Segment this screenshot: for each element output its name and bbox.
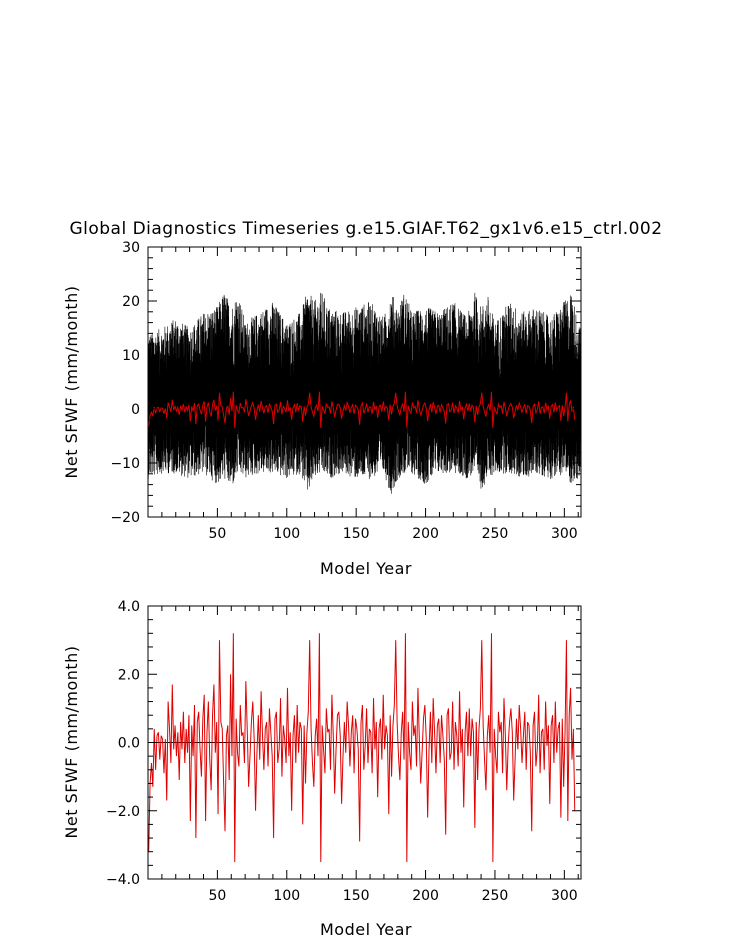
bottom-x-tick-label: 300 — [551, 888, 578, 904]
top-x-tick-label: 50 — [208, 526, 226, 542]
top-y-tick-label: 0 — [131, 402, 140, 418]
top-x-tick-label: 200 — [412, 526, 439, 542]
bottom-y-ticks: −4.0 −2.0 0.0 2.0 4.0 — [106, 599, 581, 888]
top-y-tick-label: 20 — [122, 294, 140, 310]
top-plot-frame — [147, 246, 582, 518]
top-annual-mean-line — [148, 391, 576, 428]
top-x-axis-label: Model Year — [320, 559, 412, 578]
chart-title: Global Diagnostics Timeseries g.e15.GIAF… — [69, 219, 662, 239]
top-plot-clip-group — [148, 292, 581, 494]
top-x-tick-label: 100 — [273, 526, 300, 542]
bottom-x-tick-label: 200 — [412, 888, 439, 904]
bottom-y-tick-label: −4.0 — [106, 872, 140, 888]
top-y-tick-label: 10 — [122, 348, 140, 364]
top-y-ticks: −20 −10 0 10 20 30 — [110, 240, 581, 526]
bottom-annual-mean-line — [148, 633, 576, 862]
top-y-tick-label: 30 — [122, 240, 140, 256]
bottom-y-axis-label: Net SFWF (mm/month) — [62, 645, 81, 838]
bottom-x-tick-label: 250 — [482, 888, 509, 904]
top-x-tick-label: 300 — [551, 526, 578, 542]
top-monthly-line — [148, 292, 581, 494]
bottom-x-tick-label: 100 — [273, 888, 300, 904]
bottom-x-tick-label: 150 — [343, 888, 370, 904]
bottom-plot-clip-group — [148, 633, 581, 862]
bottom-y-tick-label: −2.0 — [106, 804, 140, 820]
top-monthly-series — [148, 292, 581, 494]
top-y-axis-label: Net SFWF (mm/month) — [62, 285, 81, 478]
bottom-y-tick-label: 4.0 — [118, 599, 140, 615]
bottom-y-tick-label: 2.0 — [118, 667, 140, 683]
bottom-x-axis-label: Model Year — [320, 920, 412, 939]
top-y-tick-label: −10 — [110, 456, 140, 472]
top-y-tick-label: −20 — [110, 510, 140, 526]
top-x-tick-label: 250 — [482, 526, 509, 542]
top-x-ticks: 50 100 150 200 250 300 — [161, 247, 579, 542]
bottom-x-ticks: 50 100 150 200 250 300 — [161, 606, 579, 904]
top-chart: Global Diagnostics Timeseries g.e15.GIAF… — [62, 219, 662, 578]
top-x-tick-label: 150 — [343, 526, 370, 542]
bottom-x-tick-label: 50 — [208, 888, 226, 904]
bottom-chart: 50 100 150 200 250 300 −4.0 −2.0 0.0 2.0 4.0 Mode… — [62, 599, 582, 939]
bottom-y-tick-label: 0.0 — [118, 736, 140, 752]
